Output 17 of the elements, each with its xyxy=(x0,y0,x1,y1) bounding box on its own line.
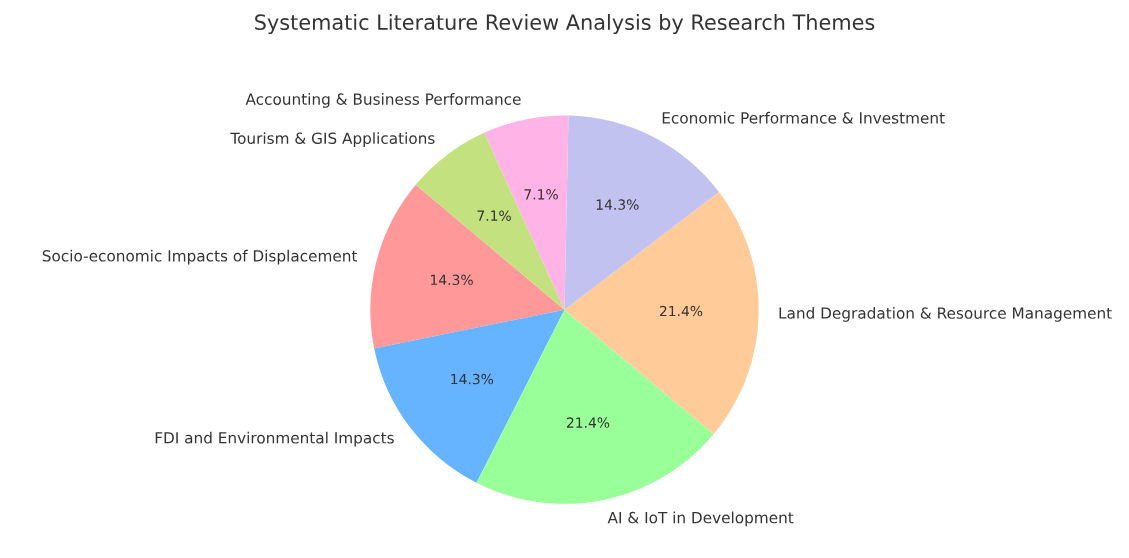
slice-label: AI & IoT in Development xyxy=(607,511,794,527)
pie-slice xyxy=(370,184,565,349)
data-label: 14.3% xyxy=(451,373,494,385)
data-label: 21.4% xyxy=(566,417,610,428)
slice-label: Accounting & Business Performance xyxy=(245,93,521,108)
pie-slice xyxy=(564,192,759,435)
data-label: 14.3% xyxy=(596,199,639,210)
chart-title: Systematic Literature Review Analysis by Research Themes xyxy=(255,13,875,35)
slice-label: Economic Performance & Investment xyxy=(662,111,945,124)
slice-label: Land Degradation & Resource Management xyxy=(779,307,1112,322)
slice-label: Socio-economic Impacts of Displacement xyxy=(42,249,358,265)
slice-label: FDI and Environmental Impacts xyxy=(155,431,394,447)
data-label: 7.1% xyxy=(477,210,511,221)
data-label: 7.1% xyxy=(524,189,558,200)
data-label: 14.3% xyxy=(431,274,473,286)
data-label: 21.4% xyxy=(659,305,703,317)
slice-label: Tourism & GIS Applications xyxy=(230,132,435,147)
